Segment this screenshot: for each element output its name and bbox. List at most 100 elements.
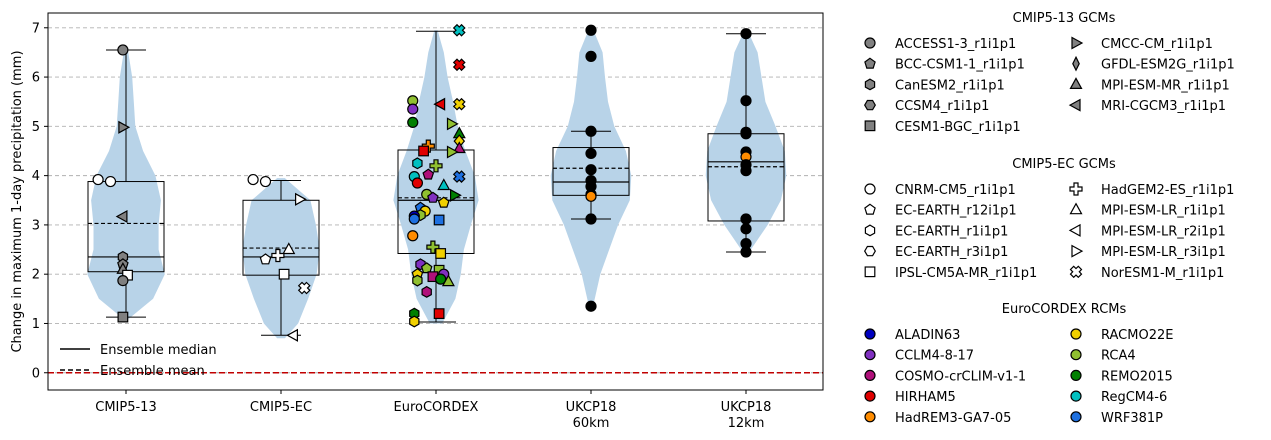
data-point-eurocordex — [450, 188, 462, 202]
legend-group-title: CMIP5-EC GCMs — [1012, 157, 1116, 172]
legend-marker — [1071, 244, 1084, 258]
data-point-eurocordex — [452, 97, 466, 111]
data-point-cmip513 — [117, 44, 129, 56]
data-point-ukcp12 — [740, 213, 752, 225]
data-point-eurocordex — [418, 145, 429, 157]
plot-area: Ensemble median Ensemble mean 0 1 2 3 4 5 6 7 CMIP… — [10, 12, 824, 431]
data-point-eurocordex — [412, 274, 423, 287]
legend-marker — [1069, 182, 1083, 196]
data-point-cmip513 — [104, 175, 117, 188]
data-point-eurocordex — [408, 213, 420, 225]
data-point-cmip5ec — [286, 328, 298, 342]
data-point-cmip513 — [117, 311, 129, 323]
legend-marker — [864, 349, 876, 361]
x-tick-label: CMIP5-13 — [95, 400, 156, 415]
data-point-ukcp12 — [740, 246, 752, 258]
legend-marker — [864, 224, 876, 237]
y-tick-label: 4 — [32, 169, 40, 184]
data-point-eurocordex — [437, 196, 450, 208]
data-point-eurocordex — [426, 240, 440, 254]
data-point-cmip5ec — [271, 248, 285, 263]
y-axis-label: Change in maximum 1-day precipitation (m… — [10, 50, 25, 352]
data-point-ukcp60 — [585, 300, 597, 312]
data-point-eurocordex — [407, 103, 419, 115]
legend-marker — [1072, 55, 1080, 72]
inner-legend-label: Ensemble mean — [100, 364, 205, 379]
data-point-eurocordex — [407, 230, 419, 242]
y-tick-label: 1 — [32, 317, 40, 332]
legend-item-label: BCC-CSM1-1_r1i1p1 — [895, 58, 1025, 73]
legend-marker — [864, 390, 876, 402]
legend-group-title: CMIP5-13 GCMs — [1013, 11, 1116, 26]
data-point-eurocordex — [429, 159, 443, 173]
data-point-cmip513 — [118, 120, 131, 134]
legend-marker — [1068, 223, 1081, 237]
legend-item-label: COSMO-crCLIM-v1-1 — [895, 369, 1026, 384]
y-tick-label: 0 — [32, 366, 40, 381]
legend-item-label: HadGEM2-ES_r1i1p1 — [1101, 183, 1234, 198]
data-point-eurocordex — [452, 23, 466, 37]
violin-ukcp12 — [705, 30, 787, 255]
legend-item-label: CCSM4_r1i1p1 — [895, 99, 989, 114]
legend-item-label: GFDL-ESM2G_r1i1p1 — [1101, 58, 1235, 73]
data-point-eurocordex — [427, 191, 439, 203]
data-point-cmip5ec — [297, 281, 311, 295]
legend-panel: CMIP5-13 GCMs ACCESS1-3_r1i1p1 BCC-CSM1-1_… — [864, 11, 1235, 426]
data-point-ukcp60 — [585, 125, 597, 137]
legend-item-label: REMO2015 — [1101, 369, 1173, 384]
data-point-eurocordex — [412, 157, 423, 170]
legend-marker — [864, 328, 876, 340]
legend-item-label: CESM1-BGC_r1i1p1 — [895, 120, 1021, 135]
legend-item-label: HadREM3-GA7-05 — [895, 411, 1011, 426]
data-point-ukcp12 — [740, 28, 752, 40]
legend-marker — [1070, 411, 1082, 423]
legend-marker — [1070, 349, 1082, 361]
legend-item-label: MPI-ESM-MR_r1i1p1 — [1101, 78, 1230, 93]
legend-marker — [864, 78, 876, 91]
data-point-eurocordex — [435, 273, 447, 285]
data-point-cmip5ec — [282, 242, 296, 255]
legend-group-title: EuroCORDEX RCMs — [1002, 302, 1127, 317]
data-point-ukcp60 — [585, 24, 597, 36]
data-point-cmip513 — [115, 209, 128, 224]
data-point-ukcp60 — [585, 190, 597, 202]
legend-item-label: WRF381P — [1101, 411, 1163, 426]
y-tick-label: 6 — [32, 71, 40, 86]
x-tick-label: UKCP18 — [721, 400, 772, 415]
legend-item-label: CNRM-CM5_r1i1p1 — [895, 183, 1016, 198]
legend-item-label: RegCM4-6 — [1101, 390, 1167, 405]
data-point-eurocordex — [452, 170, 466, 183]
data-point-ukcp12 — [740, 128, 752, 140]
legend-marker — [864, 120, 876, 132]
data-point-eurocordex — [435, 248, 447, 259]
data-point-ukcp60 — [585, 50, 597, 62]
legend-marker — [1068, 98, 1081, 112]
legend-marker — [1070, 390, 1082, 402]
legend-marker — [1070, 369, 1082, 381]
legend-item-label: CanESM2_r1i1p1 — [895, 78, 1005, 93]
data-point-ukcp12 — [740, 95, 752, 107]
x-tick-label: CMIP5-EC — [250, 400, 312, 415]
inner-legend-label: Ensemble median — [100, 343, 217, 358]
legend-item-label: MPI-ESM-LR_r2i1p1 — [1101, 224, 1226, 239]
data-point-eurocordex — [437, 178, 451, 191]
data-point-eurocordex — [452, 141, 466, 154]
legend-marker — [864, 369, 876, 381]
data-point-eurocordex — [421, 285, 432, 298]
data-point-cmip5ec — [295, 192, 307, 206]
y-tick-label: 3 — [32, 218, 40, 233]
data-point-eurocordex — [433, 97, 446, 111]
data-point-eurocordex — [441, 274, 455, 287]
legend-marker — [864, 57, 876, 69]
data-point-eurocordex — [422, 168, 435, 180]
legend-marker — [864, 245, 876, 257]
data-point-cmip5ec — [259, 175, 272, 188]
legend-marker — [1069, 202, 1083, 215]
violin-cmip513 — [87, 47, 165, 319]
legend-marker — [864, 183, 876, 195]
data-point-eurocordex — [409, 315, 420, 328]
data-point-cmip5ec — [259, 253, 272, 265]
x-tick-label: UKCP18 — [566, 400, 617, 415]
legend-marker — [1070, 328, 1082, 340]
